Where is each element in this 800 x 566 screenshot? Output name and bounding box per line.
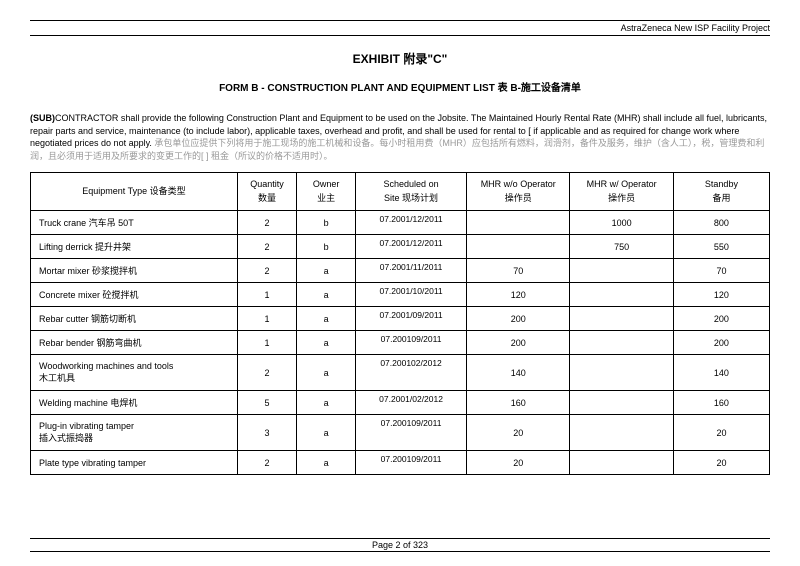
cell: a: [297, 391, 356, 415]
cell: 2: [237, 355, 296, 391]
cell: 20: [466, 451, 569, 475]
cell: 07.200109/2011: [356, 331, 467, 355]
cell: [570, 415, 673, 451]
cell: 1: [237, 331, 296, 355]
form-subtitle: FORM B - CONSTRUCTION PLANT AND EQUIPMEN…: [30, 79, 770, 94]
cell: a: [297, 355, 356, 391]
header-rule-top: [30, 20, 770, 21]
cell: [466, 211, 569, 235]
table-row: Mortar mixer 砂浆搅拌机2a07.2001/11/20117070: [31, 259, 770, 283]
cell: 2: [237, 211, 296, 235]
cell: 200: [466, 331, 569, 355]
cell: a: [297, 451, 356, 475]
cell: 07.2001/10/2011: [356, 283, 467, 307]
cell: [570, 283, 673, 307]
cell: a: [297, 331, 356, 355]
cell: 160: [673, 391, 769, 415]
cell: a: [297, 283, 356, 307]
cell: 70: [673, 259, 769, 283]
table-row: Rebar cutter 钢筋切断机1a07.2001/09/201120020…: [31, 307, 770, 331]
cell: 200: [673, 307, 769, 331]
cell: Woodworking machines and tools木工机具: [31, 355, 238, 391]
cell: b: [297, 211, 356, 235]
cell: Concrete mixer 砼搅拌机: [31, 283, 238, 307]
cell: 1: [237, 307, 296, 331]
cell: [570, 451, 673, 475]
cell: 07.2001/11/2011: [356, 259, 467, 283]
cell: 800: [673, 211, 769, 235]
cell: a: [297, 415, 356, 451]
cell: 20: [673, 415, 769, 451]
cell: 120: [466, 283, 569, 307]
cell: Plate type vibrating tamper: [31, 451, 238, 475]
cell: 2: [237, 235, 296, 259]
page-footer: Page 2 of 323: [30, 538, 770, 552]
table-head: Equipment Type 设备类型 Quantity数量 Owner业主 S…: [31, 173, 770, 211]
th-standby: Standby备用: [673, 173, 769, 211]
cell: Truck crane 汽车吊 50T: [31, 211, 238, 235]
cell: 1000: [570, 211, 673, 235]
cell: [570, 259, 673, 283]
cell: 07.200109/2011: [356, 415, 467, 451]
equipment-table: Equipment Type 设备类型 Quantity数量 Owner业主 S…: [30, 172, 770, 475]
table-row: Truck crane 汽车吊 50T2b07.2001/12/2011 1000…: [31, 211, 770, 235]
th-mhr-wo: MHR w/o Operator操作员: [466, 173, 569, 211]
cell: 07.2001/02/2012: [356, 391, 467, 415]
intro-paragraph: (SUB)CONTRACTOR shall provide the follow…: [30, 112, 770, 162]
cell: Lifting derrick 提升井架: [31, 235, 238, 259]
cell: 07.2001/12/2011: [356, 211, 467, 235]
th-equipment: Equipment Type 设备类型: [31, 173, 238, 211]
cell: 140: [466, 355, 569, 391]
cell: 550: [673, 235, 769, 259]
document-page: AstraZeneca New ISP Facility Project EXH…: [0, 0, 800, 475]
table-row: Welding machine 电焊机5a07.2001/02/20121601…: [31, 391, 770, 415]
cell: 5: [237, 391, 296, 415]
cell: b: [297, 235, 356, 259]
cell: [466, 235, 569, 259]
cell: 07.200109/2011: [356, 451, 467, 475]
cell: Welding machine 电焊机: [31, 391, 238, 415]
exhibit-title: EXHIBIT 附录"C": [30, 50, 770, 67]
cell: Rebar cutter 钢筋切断机: [31, 307, 238, 331]
cell: 140: [673, 355, 769, 391]
cell: 20: [673, 451, 769, 475]
cell: a: [297, 307, 356, 331]
table-body: Truck crane 汽车吊 50T2b07.2001/12/20111000…: [31, 211, 770, 475]
sub-label: (SUB): [30, 113, 55, 123]
cell: [570, 307, 673, 331]
cell: 3: [237, 415, 296, 451]
cell: 2: [237, 259, 296, 283]
th-mhr-w: MHR w/ Operator操作员: [570, 173, 673, 211]
cell: 07.2001/09/2011: [356, 307, 467, 331]
cell: 1: [237, 283, 296, 307]
table-row: Woodworking machines and tools木工机具2a07.2…: [31, 355, 770, 391]
th-schedule: Scheduled onSite 现场计划: [356, 173, 467, 211]
cell: 200: [673, 331, 769, 355]
cell: 2: [237, 451, 296, 475]
cell: 07.200102/2012: [356, 355, 467, 391]
table-row: Concrete mixer 砼搅拌机1a07.2001/10/20111201…: [31, 283, 770, 307]
cell: 750: [570, 235, 673, 259]
cell: [570, 391, 673, 415]
cell: 120: [673, 283, 769, 307]
cell: 20: [466, 415, 569, 451]
cell: Plug-in vibrating tamper插入式振捣器: [31, 415, 238, 451]
table-row: Rebar bender 钢筋弯曲机1a07.200109/2011200200: [31, 331, 770, 355]
header-row: Equipment Type 设备类型 Quantity数量 Owner业主 S…: [31, 173, 770, 211]
table-row: Plug-in vibrating tamper插入式振捣器3a07.20010…: [31, 415, 770, 451]
table-row: Lifting derrick 提升井架2b07.2001/12/2011 750…: [31, 235, 770, 259]
cell: Rebar bender 钢筋弯曲机: [31, 331, 238, 355]
cell: a: [297, 259, 356, 283]
cell: 70: [466, 259, 569, 283]
cell: 07.2001/12/2011: [356, 235, 467, 259]
header-project: AstraZeneca New ISP Facility Project: [30, 23, 770, 36]
table-row: Plate type vibrating tamper2a07.200109/2…: [31, 451, 770, 475]
cell: Mortar mixer 砂浆搅拌机: [31, 259, 238, 283]
cell: 200: [466, 307, 569, 331]
cell: [570, 355, 673, 391]
cell: 160: [466, 391, 569, 415]
cell: [570, 331, 673, 355]
th-qty: Quantity数量: [237, 173, 296, 211]
th-owner: Owner业主: [297, 173, 356, 211]
